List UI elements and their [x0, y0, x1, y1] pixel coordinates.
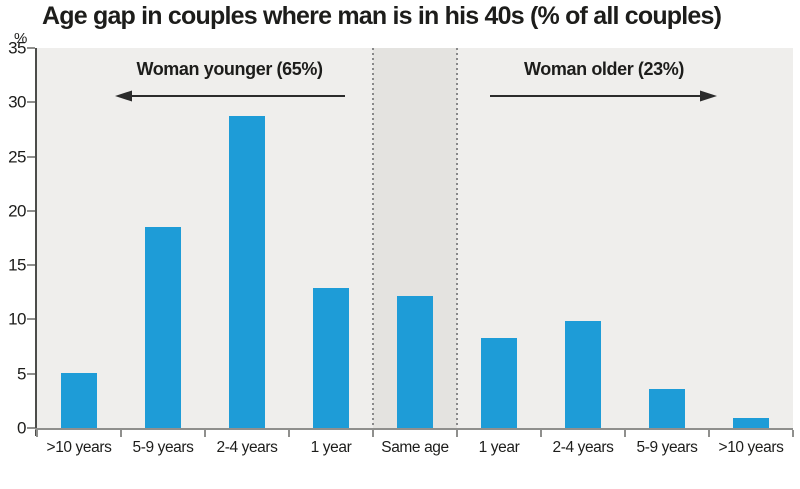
y-axis-tick-mark — [27, 427, 35, 429]
x-axis-tick — [288, 430, 290, 437]
bar-cell — [121, 48, 205, 428]
x-category-label: 2-4 years — [216, 439, 278, 456]
y-axis-tick-mark — [27, 47, 35, 49]
bar-cell — [205, 48, 289, 428]
x-category-label: >10 years — [46, 439, 112, 456]
bar-cell — [457, 48, 541, 428]
y-axis-tick-label: 10 — [8, 309, 26, 329]
y-axis-line — [35, 48, 37, 436]
annotation-woman-older: Woman older (23%) — [490, 59, 718, 104]
bar-same-age-4 — [397, 295, 433, 428]
x-category-label: 1 year — [310, 439, 352, 456]
x-category-label: 5-9 years — [132, 439, 194, 456]
band-dotted-line-left — [371, 48, 374, 428]
y-axis-tick-mark — [27, 264, 35, 267]
x-category-label: 1 year — [478, 439, 520, 456]
x-axis-tick — [456, 430, 458, 437]
x-category-label: Same age — [381, 439, 449, 456]
y-axis-tick-label: 5 — [17, 364, 26, 384]
bar-5-9-years-1 — [145, 227, 181, 428]
x-category-label: 2-4 years — [552, 439, 614, 456]
x-category-label: 5-9 years — [636, 439, 698, 456]
x-axis-category-labels: >10 years 5-9 years 2-4 years 1 year Same ag… — [37, 439, 793, 457]
x-axis-tick — [540, 430, 542, 437]
x-category-label: >10 years — [718, 439, 784, 456]
y-axis-tick-label: 20 — [8, 201, 26, 221]
x-axis-baseline — [35, 428, 793, 430]
left-arrow-icon — [115, 90, 345, 102]
right-arrow-icon — [490, 90, 717, 102]
y-axis-tick-label: 25 — [8, 147, 26, 167]
bar-1-year-3 — [313, 287, 349, 428]
bar-cell — [373, 48, 457, 428]
x-axis-tick — [792, 430, 794, 437]
y-axis-tick-labels: 35 30 25 20 15 10 5 0 — [0, 40, 26, 437]
band-dotted-line-right — [456, 48, 458, 428]
y-axis-tick-mark — [27, 372, 35, 375]
y-axis-tick-label: 0 — [17, 418, 26, 438]
y-axis-tick-label: 35 — [8, 38, 26, 58]
bar-cell — [709, 48, 793, 428]
y-axis-tick-label: 15 — [8, 255, 26, 275]
x-axis-tick — [624, 430, 626, 437]
bar-2-4-years-6 — [565, 320, 601, 428]
bar--10-years-0 — [61, 372, 97, 428]
y-axis-tick-mark — [27, 155, 35, 158]
bar-cell — [289, 48, 373, 428]
bar-cell — [541, 48, 625, 428]
x-axis-tick — [120, 430, 122, 437]
plot-area: Woman younger (65%) Woman older (23%) — [27, 47, 794, 437]
bars-row — [37, 48, 793, 428]
bar--10-years-8 — [733, 418, 769, 428]
bar-cell — [625, 48, 709, 428]
y-axis-tick-mark — [27, 209, 35, 212]
bar-5-9-years-7 — [649, 388, 685, 428]
x-axis-tick — [204, 430, 206, 437]
y-axis-tick-mark — [27, 101, 35, 104]
y-axis-tick-mark — [27, 318, 35, 321]
y-axis-tick-label: 30 — [8, 92, 26, 112]
bar-2-4-years-2 — [229, 116, 265, 428]
annotation-woman-older-label: Woman older (23%) — [524, 59, 684, 79]
annotation-woman-younger: Woman younger (65%) — [114, 59, 345, 104]
x-axis-tick — [372, 430, 374, 437]
bar-cell — [37, 48, 121, 428]
annotation-woman-younger-label: Woman younger (65%) — [136, 59, 323, 79]
bar-1-year-5 — [481, 337, 517, 428]
y-axis-unit-label: % — [14, 30, 28, 47]
chart-title: Age gap in couples where man is in his 4… — [42, 2, 722, 30]
x-axis-tick — [36, 430, 38, 437]
x-axis-tick — [708, 430, 710, 437]
